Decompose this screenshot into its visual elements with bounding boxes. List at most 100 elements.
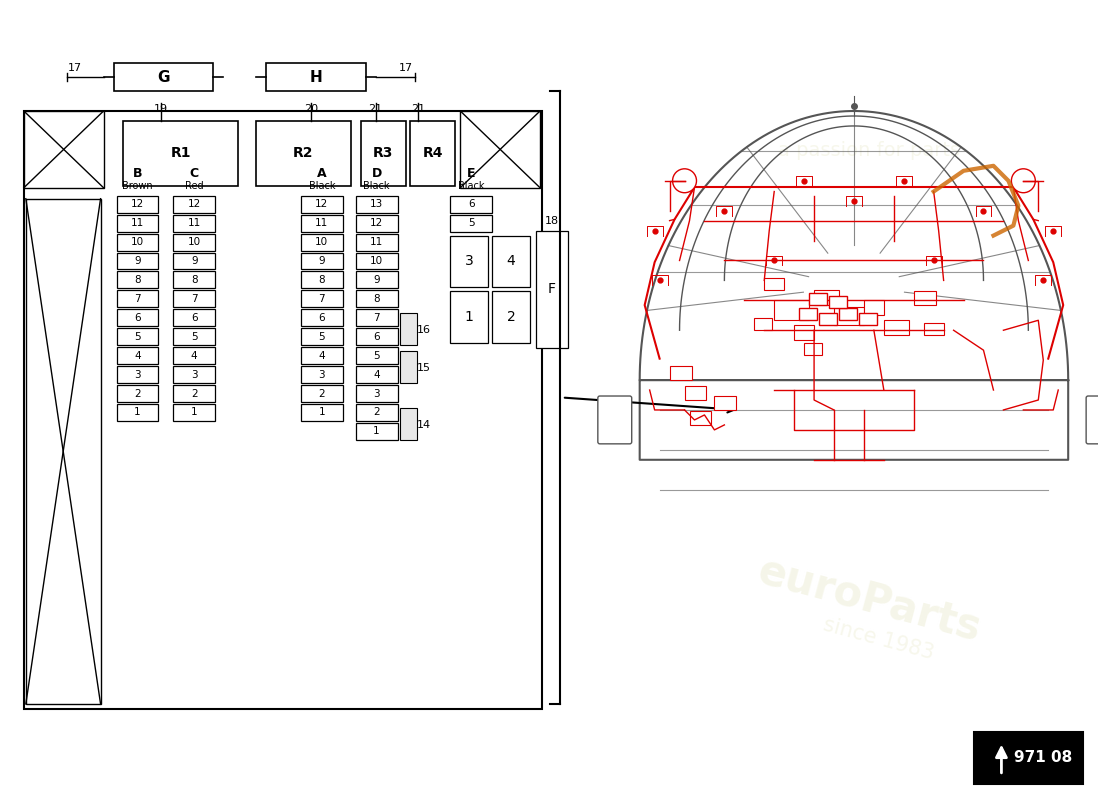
Text: 11: 11 (188, 218, 201, 228)
Bar (174, 234, 216, 250)
Text: D: D (372, 167, 382, 180)
Bar (174, 214, 216, 231)
Bar (117, 404, 158, 421)
Bar (301, 347, 343, 364)
Bar (301, 214, 343, 231)
Text: 10: 10 (188, 237, 201, 247)
Bar (536, 230, 568, 348)
Text: 2: 2 (134, 389, 141, 398)
Bar (829, 296, 847, 308)
Text: Brown: Brown (122, 181, 153, 190)
Bar (799, 308, 817, 320)
Text: 4: 4 (373, 370, 380, 379)
Bar (117, 366, 158, 383)
Bar (117, 234, 158, 250)
Text: 11: 11 (316, 218, 329, 228)
Bar (820, 314, 837, 326)
Text: R3: R3 (373, 146, 394, 160)
Text: 17: 17 (67, 63, 81, 73)
Text: 2: 2 (507, 310, 516, 324)
Bar (914, 291, 936, 306)
Text: H: H (309, 70, 322, 85)
Text: 7: 7 (191, 294, 198, 304)
Bar (399, 314, 418, 345)
Bar (814, 290, 839, 306)
Text: 4: 4 (191, 350, 198, 361)
Bar (256, 121, 351, 186)
Bar (24, 111, 103, 188)
Bar (684, 386, 706, 400)
Text: 21: 21 (411, 104, 426, 114)
Text: 14: 14 (417, 420, 430, 430)
Text: 7: 7 (319, 294, 326, 304)
Text: 5: 5 (373, 350, 380, 361)
Text: 5: 5 (468, 218, 474, 228)
Text: R2: R2 (293, 146, 314, 160)
Bar (690, 411, 712, 425)
Text: 12: 12 (316, 199, 329, 209)
Text: Black: Black (363, 181, 389, 190)
Bar (450, 196, 492, 213)
Text: 6: 6 (468, 199, 474, 209)
Text: 1: 1 (465, 310, 474, 324)
Text: 12: 12 (188, 199, 201, 209)
Text: 18: 18 (544, 216, 559, 226)
Text: Black: Black (308, 181, 336, 190)
Bar (174, 404, 216, 421)
Bar (301, 290, 343, 307)
Bar (834, 307, 864, 326)
Text: Black: Black (458, 181, 484, 190)
Bar (174, 385, 216, 402)
Bar (755, 318, 772, 330)
Text: 13: 13 (370, 199, 383, 209)
Bar (174, 253, 216, 270)
Text: 12: 12 (370, 218, 383, 228)
Bar (174, 347, 216, 364)
Text: euroParts: euroParts (752, 550, 986, 650)
Bar (117, 310, 158, 326)
Circle shape (672, 169, 696, 193)
Text: 1: 1 (191, 407, 198, 418)
Bar (355, 423, 397, 440)
Bar (714, 396, 736, 410)
Bar (117, 290, 158, 307)
Text: F: F (548, 282, 556, 296)
Text: 2: 2 (191, 389, 198, 398)
Bar (123, 121, 238, 186)
Bar (301, 234, 343, 250)
Text: 9: 9 (319, 256, 326, 266)
Text: 7: 7 (373, 313, 380, 322)
Text: 21: 21 (368, 104, 383, 114)
Text: 16: 16 (417, 326, 430, 335)
Text: 2: 2 (319, 389, 326, 398)
Text: 6: 6 (134, 313, 141, 322)
Bar (24, 111, 542, 709)
Text: 6: 6 (373, 332, 380, 342)
Bar (974, 732, 1084, 784)
Bar (25, 198, 100, 704)
Text: 8: 8 (191, 275, 198, 285)
Bar (355, 214, 397, 231)
Text: 8: 8 (373, 294, 380, 304)
Bar (117, 271, 158, 288)
Text: 4: 4 (134, 350, 141, 361)
Text: 971 08: 971 08 (1014, 750, 1072, 766)
Bar (301, 196, 343, 213)
Text: 5: 5 (134, 332, 141, 342)
Bar (859, 314, 877, 326)
Text: 3: 3 (373, 389, 380, 398)
Bar (492, 235, 530, 287)
Text: E: E (468, 167, 475, 180)
Text: 1: 1 (134, 407, 141, 418)
Text: 3: 3 (134, 370, 141, 379)
Bar (450, 235, 488, 287)
Bar (266, 63, 365, 91)
Text: R1: R1 (170, 146, 191, 160)
Bar (361, 121, 406, 186)
Bar (864, 300, 883, 315)
Text: 15: 15 (417, 363, 430, 373)
Text: 9: 9 (191, 256, 198, 266)
Text: 6: 6 (319, 313, 326, 322)
Text: 19: 19 (154, 104, 168, 114)
Bar (355, 271, 397, 288)
